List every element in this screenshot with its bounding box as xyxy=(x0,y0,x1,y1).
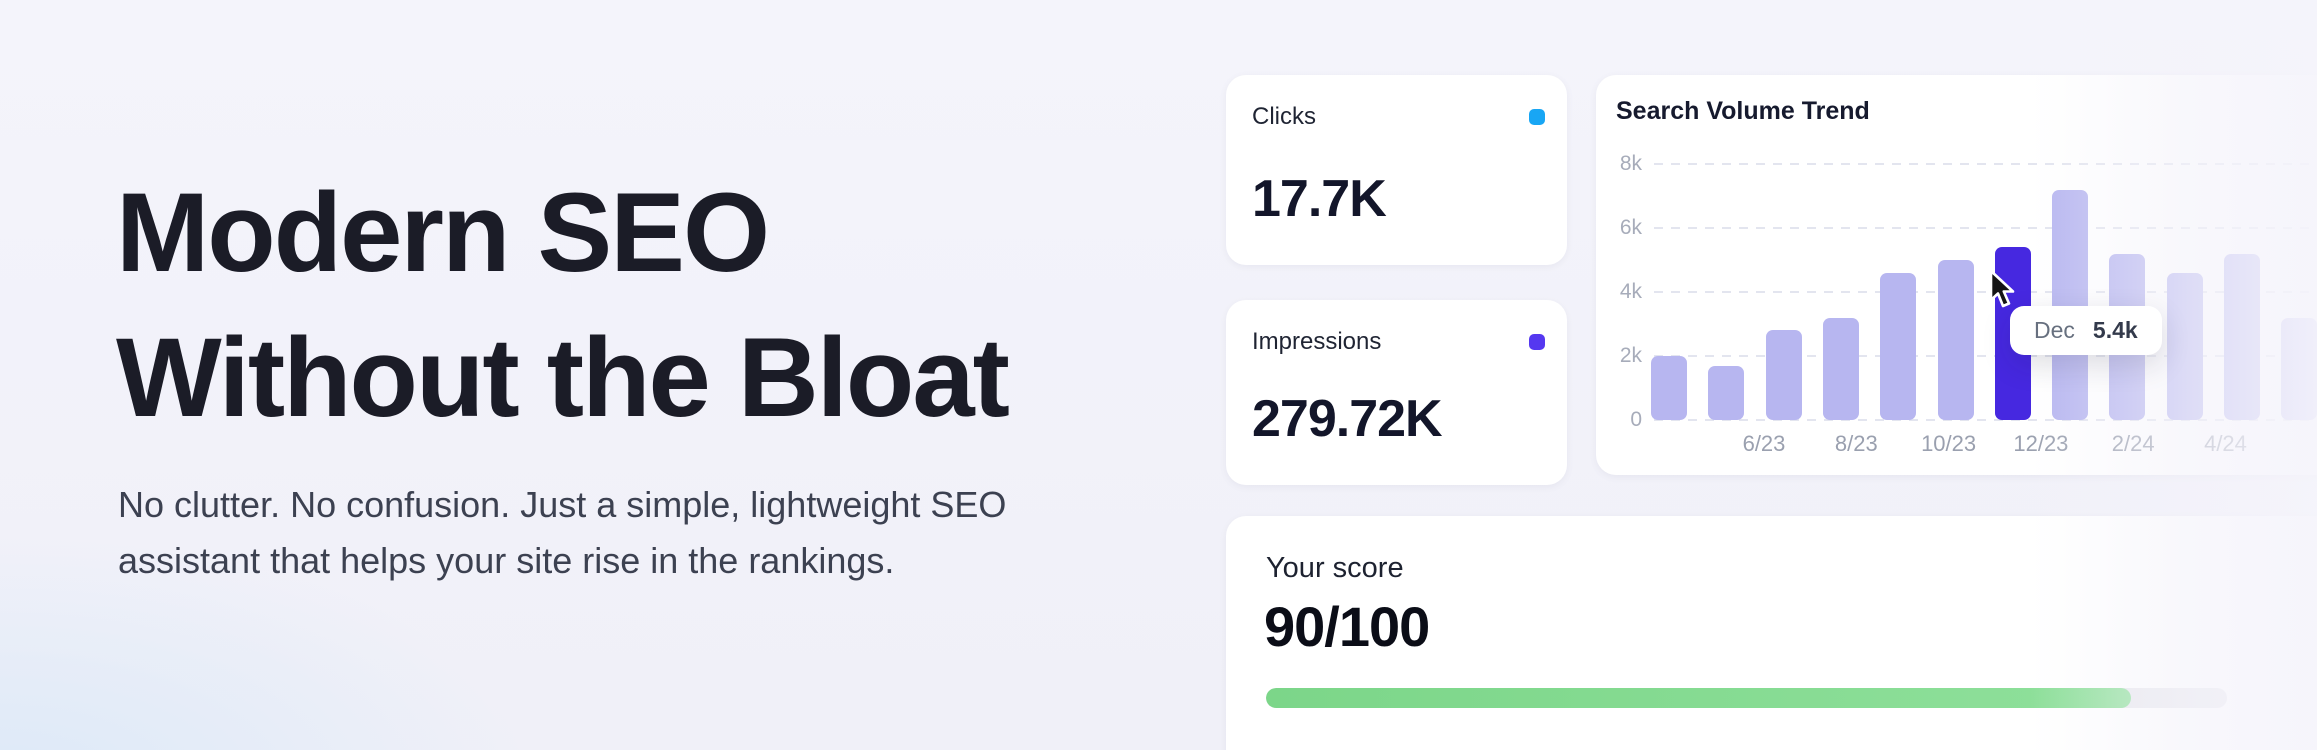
score-value: 90/100 xyxy=(1264,595,1430,658)
chart-gridline xyxy=(1654,355,2317,357)
bar[interactable] xyxy=(1880,272,1917,420)
x-axis-tick-label: 2/24 xyxy=(2111,431,2155,456)
bar[interactable] xyxy=(1708,365,1745,420)
score-card: Your score 90/100 xyxy=(1226,516,2317,750)
y-axis-tick-label: 0 xyxy=(1630,408,1642,431)
x-axis-tick-label: 8/23 xyxy=(1834,431,1878,456)
x-axis-tick-label: 10/23 xyxy=(1921,431,1977,456)
score-label: Your score xyxy=(1266,552,1404,584)
mouse-cursor-icon xyxy=(1989,269,2015,308)
tooltip-month: Dec xyxy=(2034,317,2075,343)
clicks-label: Clicks xyxy=(1252,103,1316,130)
bar-chart: Dec 5.4k 8k 6k 4k 2k 0 6/23 8/23 10/23 12/23 2/24… xyxy=(1596,75,2317,475)
bar[interactable] xyxy=(2052,189,2089,420)
bar[interactable] xyxy=(1822,317,1859,420)
chart-gridline xyxy=(1654,227,2317,229)
score-progress-bar xyxy=(1266,688,2227,708)
tooltip-value: 5.4k xyxy=(2092,317,2138,343)
clicks-value: 17.7K xyxy=(1252,170,1387,228)
x-axis-tick-label: 6/23 xyxy=(1742,431,1786,456)
impressions-stat-card: Impressions 279.72K xyxy=(1226,300,1567,485)
chart-tooltip: Dec 5.4k xyxy=(2010,306,2162,355)
impressions-card-header: Impressions xyxy=(1252,328,1545,356)
bar[interactable] xyxy=(1651,356,1687,420)
bar[interactable] xyxy=(1937,260,1974,420)
bar[interactable] xyxy=(1765,330,1802,420)
chart-gridline xyxy=(1654,291,2317,293)
score-progress-fill xyxy=(1266,688,2131,708)
bar[interactable] xyxy=(2281,317,2317,420)
page-title: Modern SEO Without the Bloat xyxy=(116,170,1010,440)
x-axis-tick-label: 4/24 xyxy=(2204,431,2247,456)
clicks-card-header: Clicks xyxy=(1252,103,1545,131)
impressions-label: Impressions xyxy=(1252,328,1382,355)
chart-gridline xyxy=(1654,163,2317,165)
clicks-stat-card: Clicks 17.7K xyxy=(1226,75,1567,265)
y-axis-tick-label: 2k xyxy=(1619,344,1642,367)
search-volume-trend-card: Search Volume Trend Dec 5.4k 8k 6k 4k 2k 0 6/… xyxy=(1596,75,2317,475)
clicks-legend-dot-icon xyxy=(1529,109,1545,125)
x-axis-tick-label: 12/23 xyxy=(2013,431,2069,456)
hero-subtitle: No clutter. No confusion. Just a simple,… xyxy=(118,484,1007,581)
bar[interactable] xyxy=(2224,253,2260,420)
y-axis-tick-label: 6k xyxy=(1619,216,1642,239)
y-axis-tick-label: 4k xyxy=(1619,280,1642,303)
impressions-legend-dot-icon xyxy=(1529,334,1545,350)
bar[interactable] xyxy=(2166,272,2203,420)
y-axis-tick-label: 8k xyxy=(1619,152,1642,175)
impressions-value: 279.72K xyxy=(1252,390,1443,448)
chart-title: Search Volume Trend xyxy=(1616,97,1870,125)
chart-gridline xyxy=(1654,419,2317,421)
